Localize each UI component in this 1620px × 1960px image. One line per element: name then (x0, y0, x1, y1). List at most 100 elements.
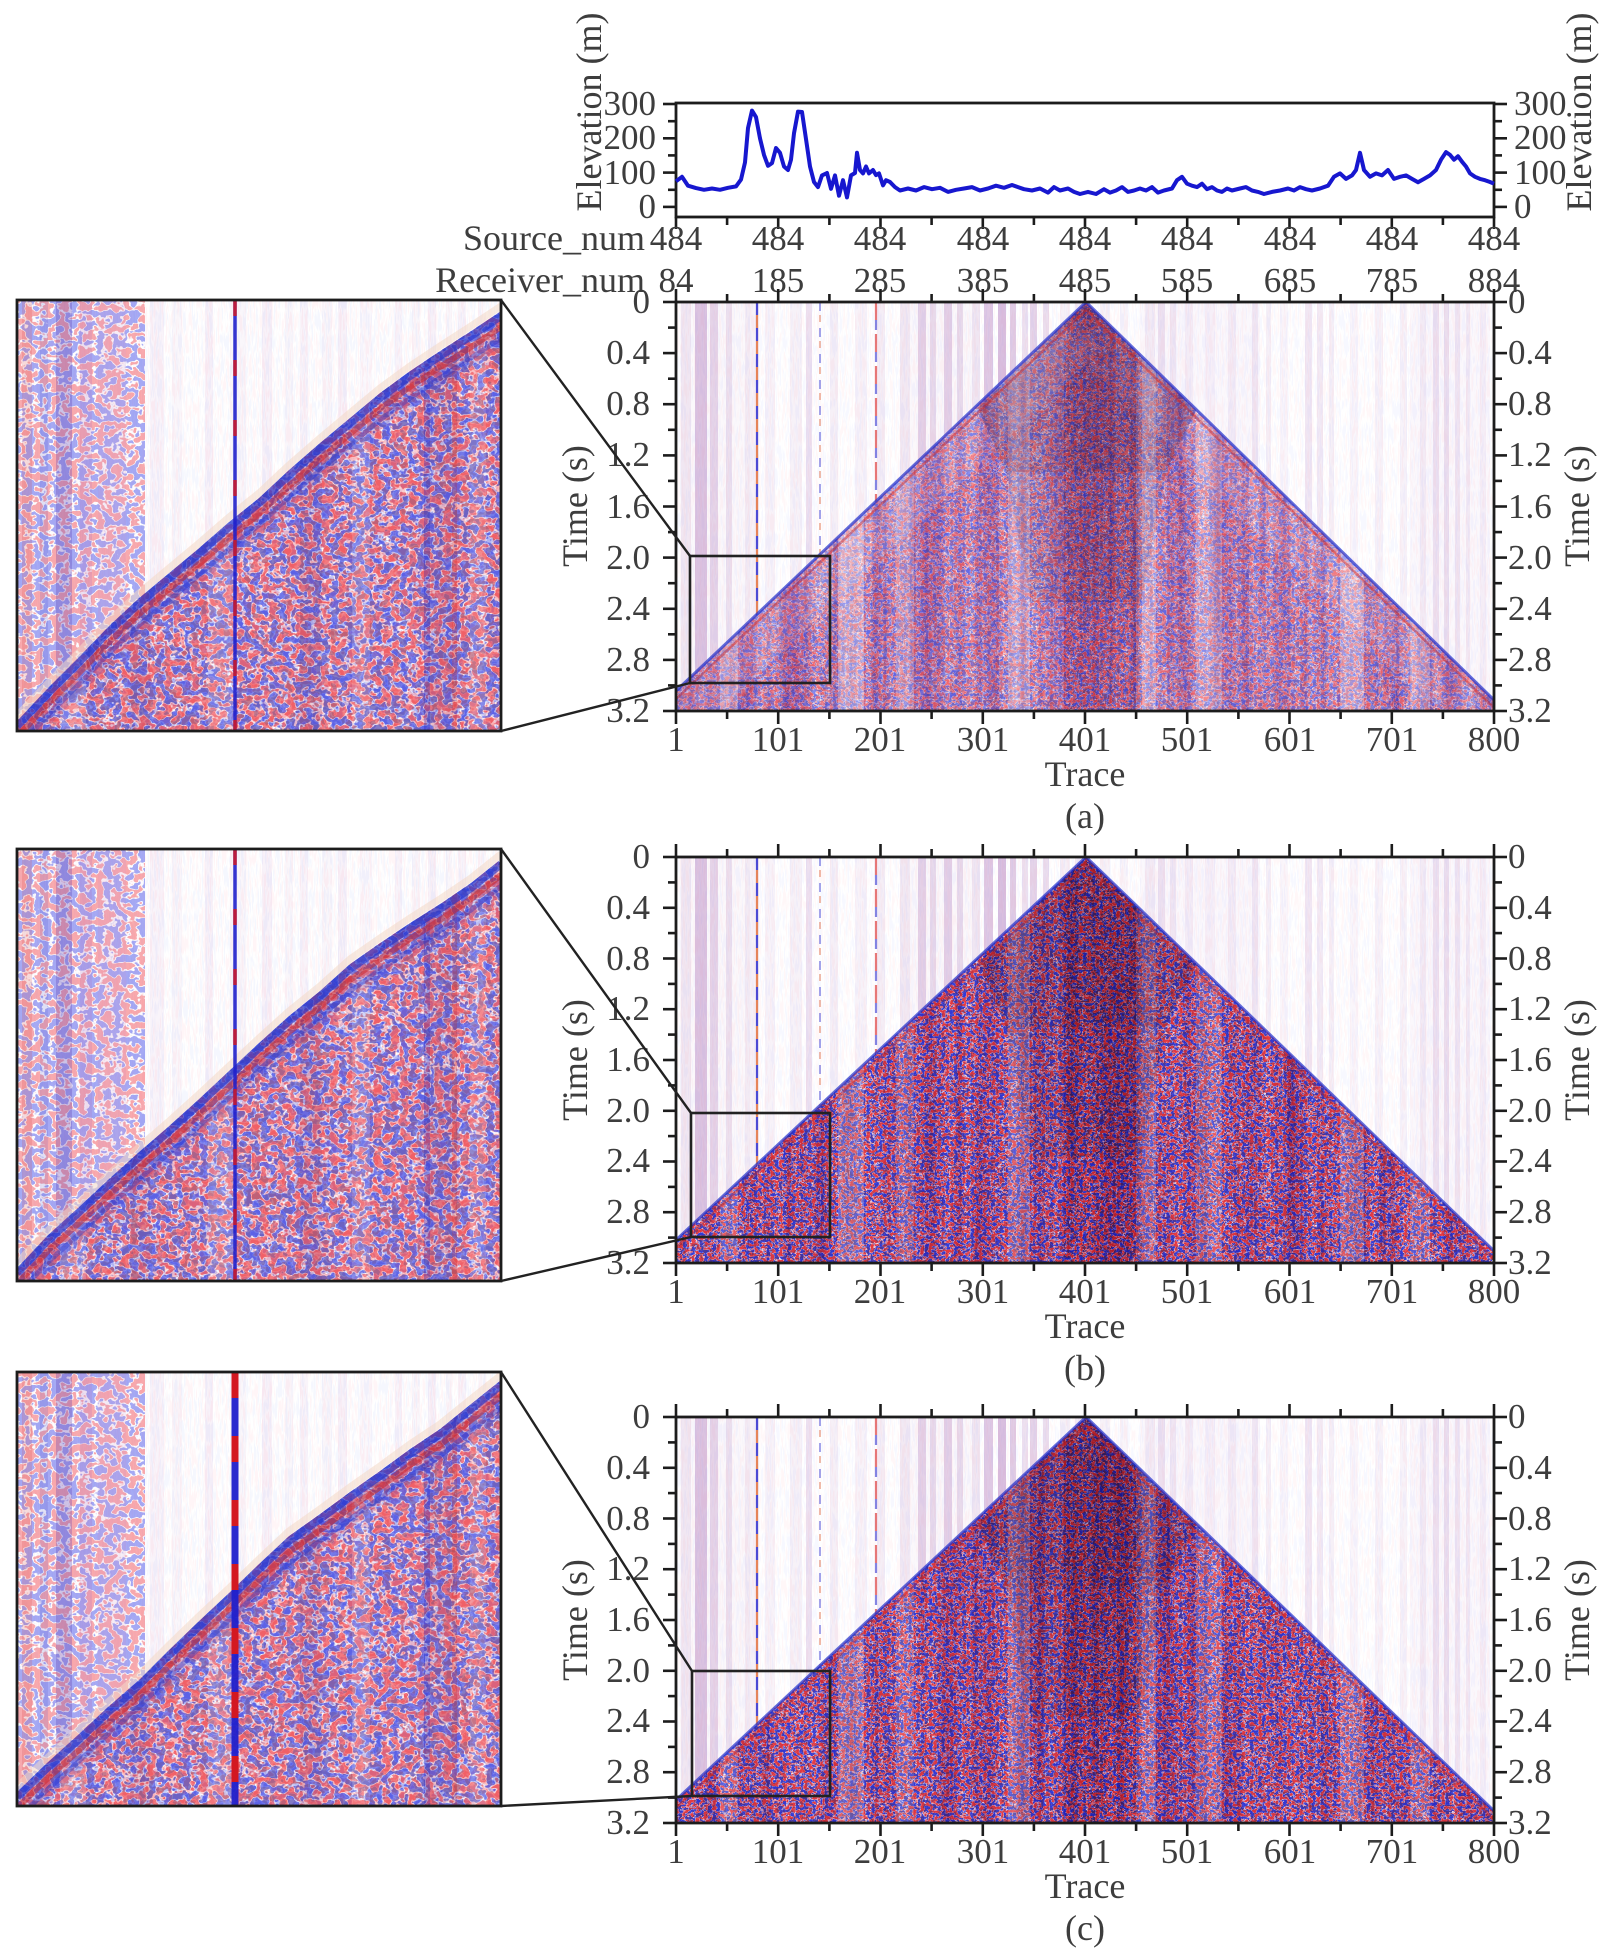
svg-text:2.4: 2.4 (606, 1701, 650, 1740)
svg-text:401: 401 (1059, 720, 1112, 759)
svg-text:0.8: 0.8 (606, 384, 650, 423)
svg-text:0.4: 0.4 (1508, 1448, 1552, 1487)
svg-text:800: 800 (1468, 720, 1521, 759)
svg-text:300: 300 (604, 84, 657, 123)
svg-text:301: 301 (957, 1272, 1010, 1311)
svg-text:401: 401 (1059, 1832, 1112, 1871)
svg-text:2.8: 2.8 (1508, 640, 1552, 679)
svg-text:501: 501 (1161, 720, 1214, 759)
svg-text:601: 601 (1264, 1832, 1317, 1871)
svg-text:2.0: 2.0 (1508, 1651, 1552, 1690)
svg-text:2.4: 2.4 (606, 1141, 650, 1180)
svg-text:0.8: 0.8 (1508, 939, 1552, 978)
svg-text:0: 0 (1508, 1397, 1526, 1436)
svg-text:1.2: 1.2 (606, 1549, 650, 1588)
svg-text:484: 484 (1468, 219, 1521, 258)
svg-text:(a): (a) (1065, 796, 1105, 836)
svg-text:0.8: 0.8 (606, 1499, 650, 1538)
svg-text:484: 484 (1161, 219, 1214, 258)
svg-text:800: 800 (1468, 1272, 1521, 1311)
svg-text:Elevation (m): Elevation (m) (569, 13, 609, 212)
svg-text:0.8: 0.8 (606, 939, 650, 978)
svg-text:0: 0 (1514, 187, 1532, 226)
svg-text:501: 501 (1161, 1832, 1214, 1871)
svg-text:1: 1 (667, 720, 685, 759)
svg-text:2.0: 2.0 (606, 538, 650, 577)
svg-text:3.2: 3.2 (606, 691, 650, 730)
svg-text:Source_num: Source_num (463, 218, 645, 258)
svg-text:0: 0 (633, 837, 651, 876)
svg-text:2.8: 2.8 (1508, 1752, 1552, 1791)
svg-text:701: 701 (1366, 1272, 1419, 1311)
svg-text:2.4: 2.4 (1508, 1141, 1552, 1180)
svg-text:2.8: 2.8 (606, 1752, 650, 1791)
svg-text:201: 201 (854, 1832, 907, 1871)
svg-text:0.4: 0.4 (1508, 333, 1552, 372)
svg-text:101: 101 (752, 1832, 805, 1871)
svg-text:Time (s): Time (s) (555, 1559, 595, 1681)
svg-text:1.2: 1.2 (606, 989, 650, 1028)
svg-text:701: 701 (1366, 1832, 1419, 1871)
svg-text:0.4: 0.4 (606, 333, 650, 372)
svg-text:2.0: 2.0 (606, 1651, 650, 1690)
svg-text:2.0: 2.0 (1508, 538, 1552, 577)
svg-text:(c): (c) (1065, 1908, 1105, 1948)
svg-text:3.2: 3.2 (1508, 691, 1552, 730)
svg-text:2.8: 2.8 (606, 640, 650, 679)
svg-text:Trace: Trace (1045, 1866, 1126, 1906)
svg-text:1.2: 1.2 (606, 435, 650, 474)
svg-text:1.2: 1.2 (1508, 435, 1552, 474)
svg-text:0.4: 0.4 (1508, 888, 1552, 927)
svg-text:Receiver_num: Receiver_num (435, 260, 645, 300)
svg-text:0: 0 (639, 187, 657, 226)
svg-text:100: 100 (604, 153, 657, 192)
svg-text:2.4: 2.4 (606, 589, 650, 628)
svg-text:100: 100 (1514, 153, 1567, 192)
svg-text:601: 601 (1264, 1272, 1317, 1311)
svg-text:201: 201 (854, 1272, 907, 1311)
svg-text:0.4: 0.4 (606, 1448, 650, 1487)
svg-text:701: 701 (1366, 720, 1419, 759)
svg-text:2.8: 2.8 (606, 1192, 650, 1231)
svg-text:484: 484 (650, 219, 703, 258)
svg-text:0: 0 (1508, 837, 1526, 876)
svg-text:0.8: 0.8 (1508, 384, 1552, 423)
svg-text:484: 484 (957, 219, 1010, 258)
svg-text:2.0: 2.0 (1508, 1091, 1552, 1130)
svg-text:201: 201 (854, 720, 907, 759)
svg-text:2.8: 2.8 (1508, 1192, 1552, 1231)
svg-text:301: 301 (957, 1832, 1010, 1871)
svg-text:200: 200 (1514, 118, 1567, 157)
svg-text:484: 484 (1059, 219, 1112, 258)
svg-text:484: 484 (854, 219, 907, 258)
svg-text:Time (s): Time (s) (1557, 1559, 1597, 1681)
svg-text:1: 1 (667, 1832, 685, 1871)
svg-text:200: 200 (604, 118, 657, 157)
svg-text:300: 300 (1514, 84, 1567, 123)
svg-text:(b): (b) (1064, 1348, 1106, 1388)
svg-text:484: 484 (1366, 219, 1419, 258)
svg-text:0.8: 0.8 (1508, 1499, 1552, 1538)
svg-text:Trace: Trace (1045, 754, 1126, 794)
svg-text:0: 0 (633, 282, 651, 321)
svg-text:501: 501 (1161, 1272, 1214, 1311)
svg-text:Trace: Trace (1045, 1306, 1126, 1346)
svg-text:Time (s): Time (s) (555, 445, 595, 567)
svg-text:1.2: 1.2 (1508, 989, 1552, 1028)
svg-text:Time (s): Time (s) (1557, 999, 1597, 1121)
svg-text:Time (s): Time (s) (555, 999, 595, 1121)
svg-text:1.6: 1.6 (606, 1600, 650, 1639)
svg-text:3.2: 3.2 (606, 1803, 650, 1842)
svg-text:Elevation (m): Elevation (m) (1559, 13, 1599, 212)
svg-text:301: 301 (957, 720, 1010, 759)
svg-text:Time (s): Time (s) (1557, 445, 1597, 567)
svg-text:1.6: 1.6 (1508, 1040, 1552, 1079)
svg-text:800: 800 (1468, 1832, 1521, 1871)
svg-text:101: 101 (752, 720, 805, 759)
svg-text:3.2: 3.2 (1508, 1243, 1552, 1282)
svg-text:1.2: 1.2 (1508, 1549, 1552, 1588)
svg-text:1.6: 1.6 (1508, 487, 1552, 526)
svg-text:401: 401 (1059, 1272, 1112, 1311)
svg-text:0: 0 (1508, 282, 1526, 321)
svg-text:3.2: 3.2 (606, 1243, 650, 1282)
